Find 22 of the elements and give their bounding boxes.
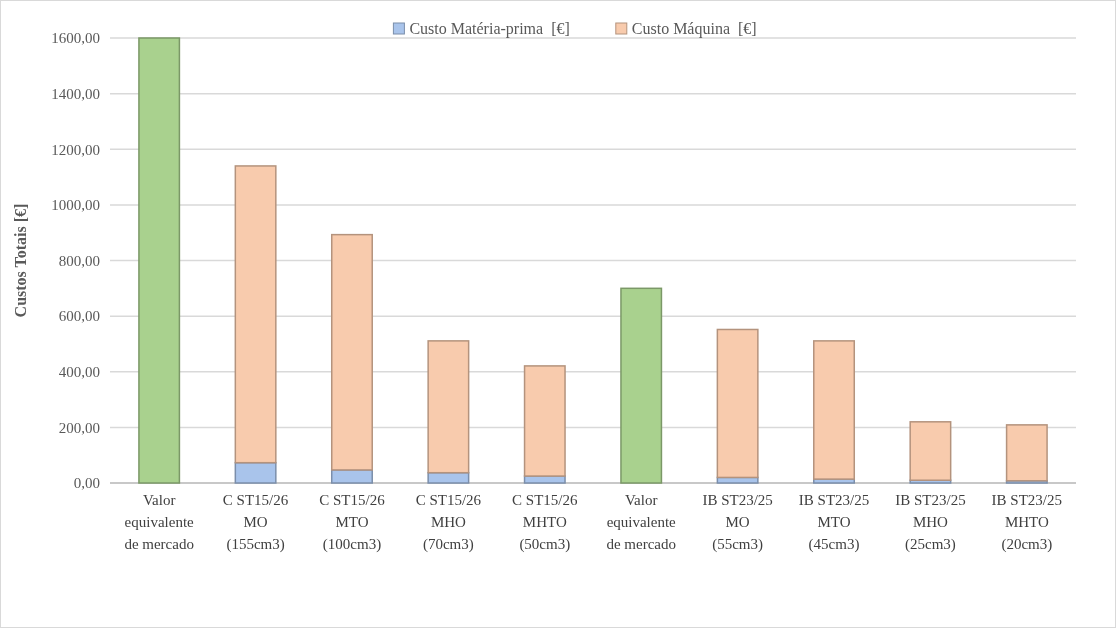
y-tick-label: 1000,00: [51, 197, 100, 214]
x-tick-label: C ST15/26 MTO (100cm3): [319, 492, 386, 553]
y-tick-label: 1400,00: [51, 85, 100, 102]
y-axis-title: Custos Totais [€]: [12, 203, 29, 318]
legend-label: Custo Matéria-prima [€]: [409, 20, 570, 38]
x-tick-label: Valor equivalente de mercado: [124, 492, 195, 552]
x-tick-label: C ST15/26 MHTO (50cm3): [512, 492, 578, 553]
y-tick-label: 0,00: [73, 475, 100, 492]
x-tick-label: IB ST23/25 MHO (25cm3): [895, 492, 966, 553]
x-tick-label: Valor equivalente de mercado: [606, 492, 677, 552]
y-tick-label: 1200,00: [51, 141, 100, 158]
x-tick-label: C ST15/26 MHO (70cm3): [415, 492, 482, 553]
x-tick-label: IB ST23/25 MTO (45cm3): [798, 492, 870, 553]
y-tick-label: 400,00: [58, 364, 100, 380]
y-tick-label: 600,00: [58, 308, 100, 325]
x-tick-label: C ST15/26 MO (155cm3): [222, 492, 289, 553]
x-tick-label: IB ST23/25 MHTO (20cm3): [991, 492, 1063, 553]
y-tick-label: 200,00: [58, 419, 100, 436]
legend-label: Custo Máquina [€]: [631, 20, 757, 38]
y-tick-label: 1600,00: [51, 30, 100, 47]
x-tick-label: IB ST23/25 MO (55cm3): [702, 492, 773, 553]
y-tick-label: 800,00: [58, 252, 100, 269]
